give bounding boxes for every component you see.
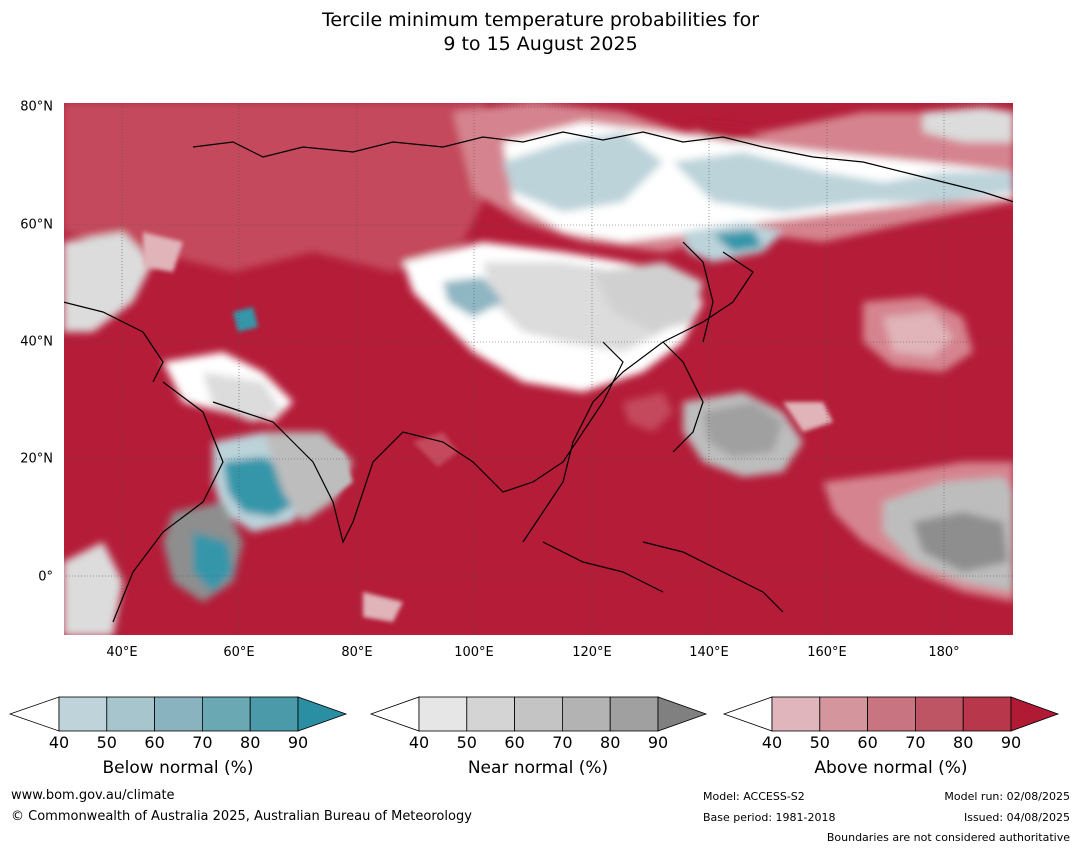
colorbar-segment bbox=[819, 696, 868, 732]
colorbar-near-normal bbox=[369, 696, 708, 732]
colorbar-extend-right bbox=[297, 696, 348, 732]
lat-label-20n: 20°N bbox=[20, 451, 53, 467]
title-line-2: 9 to 15 August 2025 bbox=[443, 33, 638, 55]
lon-label-100e: 100°E bbox=[454, 645, 494, 660]
colorbar-tick-label: 90 bbox=[1000, 733, 1022, 752]
detail-patches bbox=[143, 232, 833, 622]
colorbar-segment bbox=[771, 696, 821, 732]
footer-boundaries: Boundaries are not considered authoritat… bbox=[826, 831, 1070, 844]
colorbar-above-normal bbox=[722, 696, 1060, 732]
lon-label-40e: 40°E bbox=[106, 645, 138, 660]
colorbar-segment bbox=[201, 696, 251, 732]
footer-model-run: Model run: 02/08/2025 bbox=[944, 790, 1070, 803]
coastlines bbox=[63, 131, 1014, 623]
probability-patches bbox=[63, 102, 1014, 636]
colorbar-tick-label: 50 bbox=[96, 733, 117, 752]
lat-label-80n: 80°N bbox=[20, 99, 53, 115]
footer-copyright: © Commonwealth of Australia 2025, Austra… bbox=[11, 809, 472, 824]
colorbar-segment bbox=[249, 696, 299, 732]
colorbar-segment bbox=[514, 696, 563, 732]
colorbar-tick-label: 60 bbox=[857, 733, 878, 752]
lat-label-0: 0° bbox=[38, 569, 53, 585]
colorbar-tick-label: 90 bbox=[287, 733, 309, 752]
colorbar-tick-label: 80 bbox=[600, 733, 621, 752]
colorbar-tick-label: 40 bbox=[408, 733, 430, 752]
lon-label-160e: 160°E bbox=[807, 645, 847, 660]
graticule bbox=[63, 102, 1014, 636]
footer-model: Model: ACCESS-S2 bbox=[703, 790, 805, 803]
colorbar-segment bbox=[418, 696, 468, 732]
colorbar-extend-right bbox=[1010, 696, 1060, 732]
colorbar-tick-label: 80 bbox=[240, 733, 261, 752]
map-frame bbox=[63, 102, 1014, 636]
probability-map bbox=[63, 102, 1014, 636]
chart-title: Tercile minimum temperature probabilitie… bbox=[0, 8, 1081, 56]
lon-label-80e: 80°E bbox=[341, 645, 373, 660]
colorbar-tick-label: 70 bbox=[905, 733, 926, 752]
colorbar-tick-label: 70 bbox=[192, 733, 213, 752]
colorbar-segment bbox=[466, 696, 515, 732]
lat-label-40n: 40°N bbox=[20, 334, 53, 350]
colorbar-segment bbox=[915, 696, 964, 732]
colorbar-extend-left bbox=[722, 696, 773, 732]
footer-issued: Issued: 04/08/2025 bbox=[963, 811, 1070, 824]
colorbar-segment bbox=[562, 696, 611, 732]
colorbar-tick-label: 70 bbox=[552, 733, 573, 752]
colorbar-tick-label: 60 bbox=[504, 733, 525, 752]
colorbar-below-normal bbox=[8, 696, 348, 732]
colorbar-extend-left bbox=[8, 696, 60, 732]
colorbar-tick-label: 80 bbox=[953, 733, 974, 752]
colorbar-segment bbox=[867, 696, 916, 732]
colorbar-tick-label: 90 bbox=[647, 733, 669, 752]
colorbar-title-below: Below normal (%) bbox=[102, 758, 254, 778]
lat-label-60n: 60°N bbox=[20, 217, 53, 233]
colorbar-tick-label: 50 bbox=[809, 733, 830, 752]
colorbar-extend-left bbox=[369, 696, 420, 732]
colorbar-title-near: Near normal (%) bbox=[467, 758, 609, 778]
lon-label-120e: 120°E bbox=[572, 645, 612, 660]
colorbar-segment bbox=[106, 696, 156, 732]
colorbar-segment bbox=[58, 696, 108, 732]
colorbar-tick-label: 60 bbox=[144, 733, 165, 752]
colorbar-tick-label: 40 bbox=[48, 733, 70, 752]
colorbar-tick-label: 40 bbox=[761, 733, 783, 752]
lon-label-140e: 140°E bbox=[689, 645, 729, 660]
colorbar-segment bbox=[962, 696, 1012, 732]
colorbar-segment bbox=[609, 696, 659, 732]
colorbar-tick-label: 50 bbox=[456, 733, 477, 752]
colorbar-title-above: Above normal (%) bbox=[814, 758, 968, 778]
title-line-1: Tercile minimum temperature probabilitie… bbox=[321, 9, 760, 31]
map-svg bbox=[63, 102, 1014, 636]
colorbars-svg bbox=[8, 696, 1060, 732]
footer-website: www.bom.gov.au/climate bbox=[11, 788, 175, 803]
lon-label-180: 180° bbox=[928, 645, 960, 660]
footer-base-period: Base period: 1981-2018 bbox=[703, 811, 836, 824]
colorbar-extend-right bbox=[657, 696, 708, 732]
lon-label-60e: 60°E bbox=[223, 645, 255, 660]
colorbar-segment bbox=[154, 696, 203, 732]
